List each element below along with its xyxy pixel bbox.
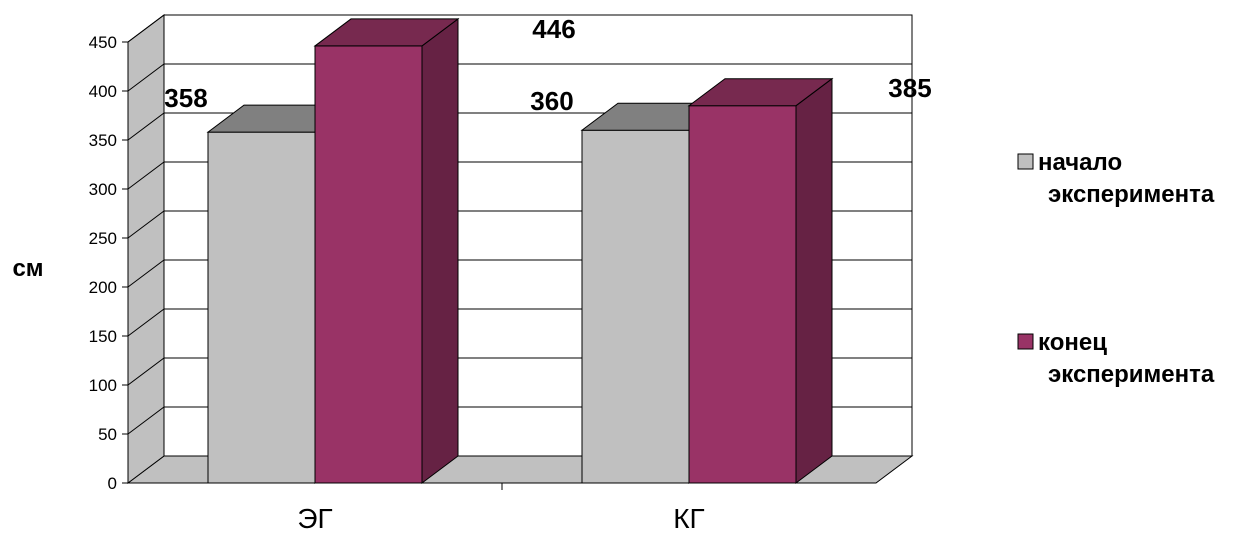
- axes: 0 50 100 150 200 250 300 350 400 450 см ЭГ КГ: [12, 33, 876, 534]
- data-labels: 358 446 360 385: [164, 14, 931, 116]
- bar-top: [313, 18, 460, 47]
- y-tick-label: 400: [89, 82, 117, 101]
- bar-front-end: [688, 105, 797, 484]
- gridline: [127, 14, 912, 43]
- bar-side: [795, 77, 833, 484]
- x-category-label: КГ: [673, 503, 704, 534]
- legend: начало эксперимента конец эксперимента: [1017, 149, 1215, 388]
- data-label: 385: [888, 73, 931, 103]
- bar-front-start: [581, 129, 690, 484]
- y-tick-label: 300: [89, 180, 117, 199]
- chart-side-wall: [127, 14, 165, 484]
- data-label: 358: [164, 83, 207, 113]
- y-tick-label: 200: [89, 278, 117, 297]
- bar-top: [687, 78, 834, 107]
- legend-swatch: [1017, 153, 1034, 170]
- legend-label: конец: [1038, 329, 1107, 356]
- bar-side: [421, 17, 459, 484]
- y-tick-label: 100: [89, 376, 117, 395]
- legend-label-line2: эксперимента: [1048, 181, 1215, 208]
- y-tick-label: 150: [89, 327, 117, 346]
- legend-label: начало: [1038, 149, 1122, 176]
- y-tick-label: 450: [89, 33, 117, 52]
- bar-front-start: [207, 131, 316, 484]
- bar-front-end: [314, 45, 423, 484]
- y-tick-label: 250: [89, 229, 117, 248]
- y-tick-label: 350: [89, 131, 117, 150]
- y-tick-label: 0: [108, 474, 117, 493]
- data-label: 446: [532, 14, 575, 44]
- legend-swatch: [1017, 333, 1034, 350]
- gridline: [127, 63, 912, 92]
- y-axis-title: см: [12, 255, 43, 282]
- legend-label-line2: эксперимента: [1048, 361, 1215, 388]
- x-category-label: ЭГ: [297, 503, 332, 534]
- y-tick-label: 50: [98, 425, 117, 444]
- data-label: 360: [530, 86, 573, 116]
